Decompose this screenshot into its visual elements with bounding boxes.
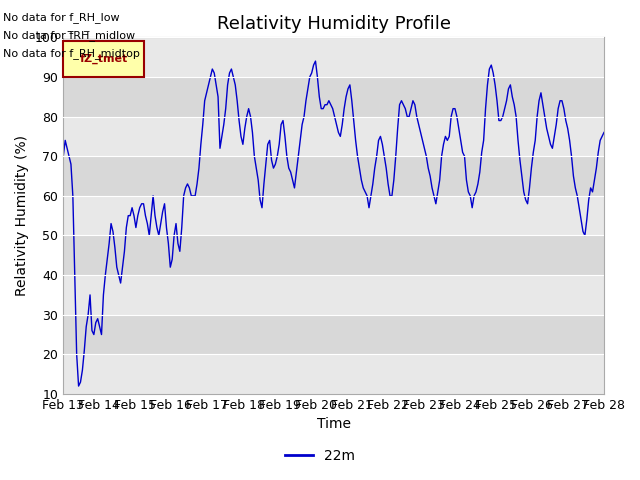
Bar bbox=[63, 37, 604, 77]
Text: fZ_tmet: fZ_tmet bbox=[80, 54, 128, 64]
Bar bbox=[63, 117, 604, 156]
Title: Relativity Humidity Profile: Relativity Humidity Profile bbox=[217, 15, 451, 33]
Bar bbox=[63, 236, 604, 275]
Bar bbox=[63, 275, 604, 315]
Legend: 22m: 22m bbox=[280, 443, 360, 468]
Bar bbox=[63, 354, 604, 394]
Text: No data for f_RH_low: No data for f_RH_low bbox=[3, 12, 120, 23]
Y-axis label: Relativity Humidity (%): Relativity Humidity (%) bbox=[15, 135, 29, 296]
Bar bbox=[63, 196, 604, 236]
Bar bbox=[63, 156, 604, 196]
Text: No data for f_RH_midtop: No data for f_RH_midtop bbox=[3, 48, 140, 60]
Text: No data for f̅RH̅_midlow: No data for f̅RH̅_midlow bbox=[3, 30, 135, 41]
Bar bbox=[63, 77, 604, 117]
X-axis label: Time: Time bbox=[317, 418, 351, 432]
Bar bbox=[63, 315, 604, 354]
FancyBboxPatch shape bbox=[63, 41, 145, 77]
